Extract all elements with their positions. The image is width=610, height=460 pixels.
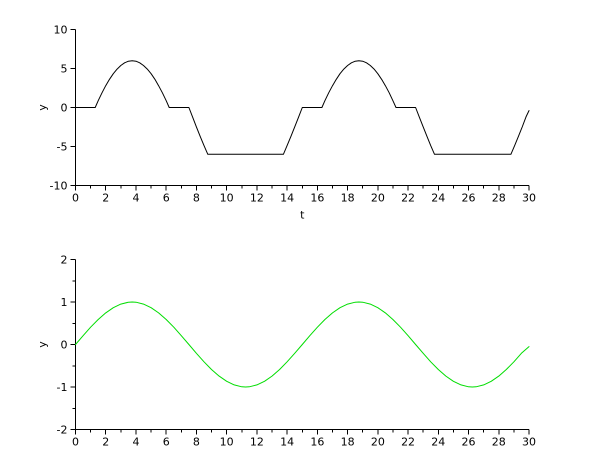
y-axis-label: y <box>36 104 49 111</box>
y-tick-label: -10 <box>50 180 68 193</box>
x-tick-label: 20 <box>371 192 385 205</box>
y-ticks: 2 1 0 -1 -2 <box>57 254 76 437</box>
y-tick-label: 1 <box>61 296 68 309</box>
x-tick-label: 26 <box>462 436 476 449</box>
y-tick-label: 2 <box>61 254 68 267</box>
y-tick-label: 0 <box>61 339 68 352</box>
x-tick-label: 14 <box>280 192 294 205</box>
y-tick-label: -2 <box>57 424 68 437</box>
x-tick-label: 30 <box>522 436 536 449</box>
x-tick-label: 24 <box>431 436 445 449</box>
x-tick-label: 8 <box>193 192 200 205</box>
x-tick-label: 6 <box>163 436 170 449</box>
x-tick-label: 2 <box>102 436 109 449</box>
y-tick-label: 0 <box>61 102 68 115</box>
y-tick-label: 5 <box>61 63 68 76</box>
x-tick-label: 14 <box>280 436 294 449</box>
x-tick-label: 30 <box>522 192 536 205</box>
x-tick-label: 22 <box>401 436 415 449</box>
x-tick-label: 24 <box>431 192 445 205</box>
x-tick-label: 12 <box>250 436 264 449</box>
x-tick-label: 4 <box>132 436 139 449</box>
x-tick-label: 0 <box>72 436 79 449</box>
x-tick-label: 0 <box>72 192 79 205</box>
x-tick-label: 16 <box>310 192 324 205</box>
series-curve-2 <box>75 301 530 388</box>
x-tick-label: 18 <box>341 192 355 205</box>
x-tick-label: 20 <box>371 436 385 449</box>
y-axis-label: y <box>36 341 49 348</box>
x-tick-label: 22 <box>401 192 415 205</box>
x-tick-label: 2 <box>102 192 109 205</box>
x-axis-label: t <box>300 209 305 222</box>
x-tick-label: 28 <box>492 436 506 449</box>
x-ticks: 0 2 4 6 8 10 12 14 16 18 20 22 24 26 28 30 <box>72 185 536 205</box>
y-tick-label: -1 <box>57 381 68 394</box>
x-ticks: 0 2 4 6 8 10 12 14 16 18 20 22 24 26 28 30 <box>72 429 536 449</box>
x-tick-label: 12 <box>250 192 264 205</box>
y-tick-label: 10 <box>54 24 68 37</box>
x-tick-label: 18 <box>341 436 355 449</box>
x-tick-label: 10 <box>220 436 234 449</box>
x-tick-label: 16 <box>310 436 324 449</box>
x-tick-label: 6 <box>163 192 170 205</box>
x-tick-label: 26 <box>462 192 476 205</box>
x-tick-label: 4 <box>132 192 139 205</box>
x-tick-label: 10 <box>220 192 234 205</box>
x-tick-label: 28 <box>492 192 506 205</box>
series-curve-1 <box>75 60 530 155</box>
x-tick-label: 8 <box>193 436 200 449</box>
y-tick-label: -5 <box>57 141 68 154</box>
y-ticks: 10 5 0 -5 -10 <box>50 24 76 193</box>
